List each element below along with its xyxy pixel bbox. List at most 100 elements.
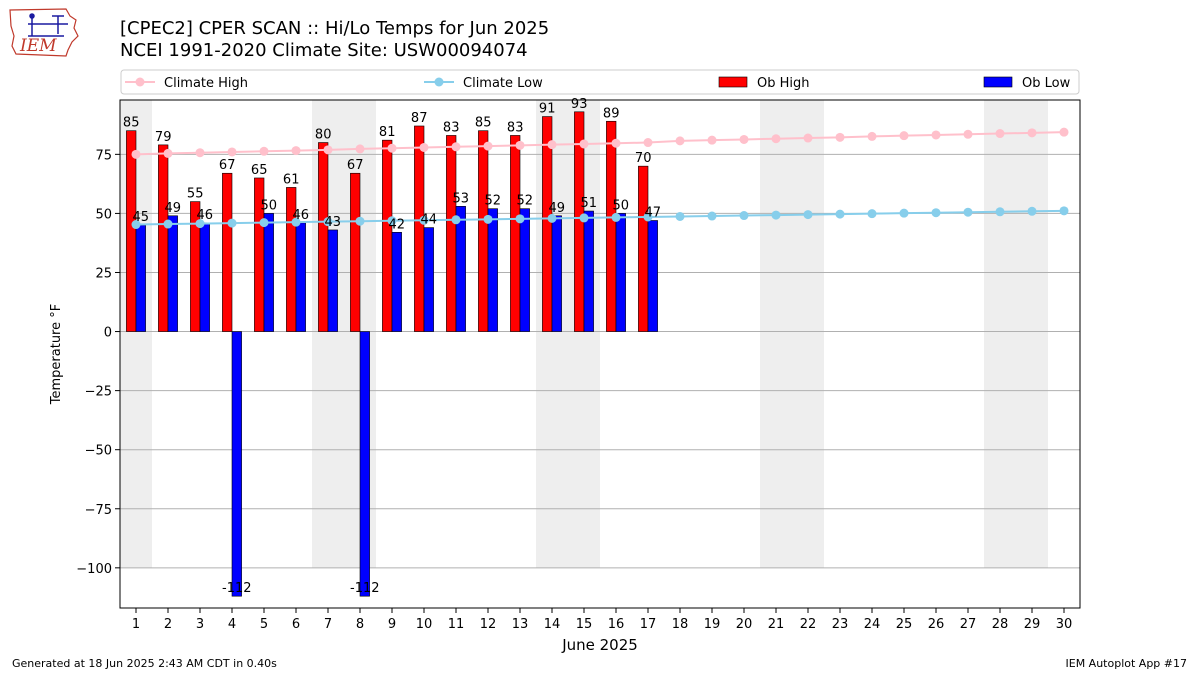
climate-high-point <box>643 138 653 148</box>
climate-high-point <box>131 149 141 159</box>
label-ob-low: -112 <box>222 581 252 596</box>
bar-ob-low <box>263 213 274 332</box>
label-ob-high: 61 <box>283 172 300 187</box>
label-ob-high: 93 <box>571 97 588 112</box>
climate-high-point <box>579 139 589 149</box>
x-tick-label: 4 <box>228 617 236 632</box>
x-tick-label: 1 <box>132 617 140 632</box>
y-tick-label: 50 <box>95 207 112 222</box>
x-tick-label: 14 <box>544 617 561 632</box>
bar-ob-low <box>167 215 178 332</box>
climate-low-point <box>707 211 717 221</box>
climate-low-point <box>483 214 493 224</box>
climate-low-point <box>451 215 461 225</box>
chart-title-line2: NCEI 1991-2020 Climate Site: USW00094074 <box>120 40 528 61</box>
label-ob-low: 50 <box>613 198 630 213</box>
label-ob-high: 67 <box>219 158 236 173</box>
bar-ob-low <box>135 224 146 332</box>
climate-high-point <box>387 143 397 153</box>
x-tick-label: 15 <box>576 617 593 632</box>
x-tick-label: 24 <box>864 617 881 632</box>
climate-low-point <box>835 209 845 219</box>
climate-low-point <box>1027 206 1037 216</box>
label-ob-high: 87 <box>411 111 428 126</box>
climate-high-point <box>483 141 493 151</box>
climate-high-point <box>867 131 877 141</box>
bar-ob-low <box>455 206 466 332</box>
bar-ob-low <box>359 331 370 597</box>
climate-high-point <box>675 136 685 146</box>
climate-high-point <box>451 142 461 152</box>
label-ob-low: 46 <box>293 208 310 223</box>
label-ob-low: 49 <box>549 201 566 216</box>
x-tick-label: 12 <box>480 617 497 632</box>
bar-ob-high <box>446 135 457 332</box>
label-ob-high: 81 <box>379 125 396 140</box>
bar-ob-low <box>423 227 434 332</box>
y-tick-label: −75 <box>85 503 112 518</box>
bar-ob-low <box>391 232 402 332</box>
bar-ob-low <box>647 220 658 332</box>
bar-ob-high <box>606 120 617 332</box>
bar-ob-low <box>327 229 338 332</box>
climate-low-point <box>931 208 941 218</box>
climate-low-point <box>803 210 813 220</box>
x-tick-label: 18 <box>672 617 689 632</box>
bar-ob-high <box>638 165 649 332</box>
label-ob-high: 70 <box>635 151 652 166</box>
x-tick-label: 9 <box>388 617 396 632</box>
climate-high-point <box>899 131 909 141</box>
y-axis-label: Temperature °F <box>49 304 64 405</box>
label-ob-low: 50 <box>261 198 278 213</box>
x-tick-label: 5 <box>260 617 268 632</box>
climate-low-point <box>131 220 141 230</box>
climate-low-point <box>227 218 237 228</box>
y-tick-label: 25 <box>95 266 112 281</box>
climate-low-point <box>355 216 365 226</box>
logo-text: IEM <box>19 36 57 56</box>
climate-low-point <box>643 212 653 222</box>
bar-ob-high <box>126 130 137 332</box>
climate-high-point <box>963 129 973 139</box>
legend-ob-low-label: Ob Low <box>1022 76 1071 91</box>
climate-high-point <box>1027 128 1037 138</box>
climate-low-point <box>419 215 429 225</box>
label-ob-high: 83 <box>507 120 524 135</box>
climate-low-point <box>611 212 621 222</box>
label-ob-high: 55 <box>187 187 204 202</box>
footer-app-text: IEM Autoplot App #17 <box>1065 657 1188 670</box>
label-ob-low: -112 <box>350 581 380 596</box>
label-ob-low: 43 <box>325 215 342 230</box>
bar-ob-low <box>295 222 306 332</box>
climate-high-point <box>771 134 781 144</box>
x-tick-label: 7 <box>324 617 332 632</box>
climate-high-point <box>323 145 333 155</box>
x-tick-label: 19 <box>704 617 721 632</box>
climate-high-point <box>195 148 205 158</box>
x-tick-label: 17 <box>640 617 657 632</box>
bar-ob-high <box>414 125 425 332</box>
bar-ob-high <box>222 172 233 332</box>
x-tick-label: 29 <box>1024 617 1041 632</box>
climate-low-point <box>163 219 173 229</box>
y-tick-label: 75 <box>95 148 112 163</box>
climate-low-point <box>899 208 909 218</box>
x-tick-label: 28 <box>992 617 1009 632</box>
bar-ob-high <box>510 135 521 332</box>
bar-ob-high <box>478 130 489 332</box>
x-tick-label: 22 <box>800 617 817 632</box>
climate-high-point <box>163 148 173 158</box>
bar-ob-high <box>350 172 361 332</box>
label-ob-high: 85 <box>475 116 492 131</box>
climate-high-point <box>515 140 525 150</box>
weather-station-icon <box>28 13 68 37</box>
chart-title: [CPEC2] CPER SCAN :: Hi/Lo Temps for Jun… <box>120 18 549 62</box>
label-ob-low: 47 <box>645 206 662 221</box>
x-tick-label: 21 <box>768 617 785 632</box>
label-ob-high: 91 <box>539 102 556 117</box>
climate-high-point <box>227 147 237 157</box>
label-ob-high: 65 <box>251 163 268 178</box>
label-ob-low: 49 <box>165 201 182 216</box>
climate-high-point <box>259 146 269 156</box>
